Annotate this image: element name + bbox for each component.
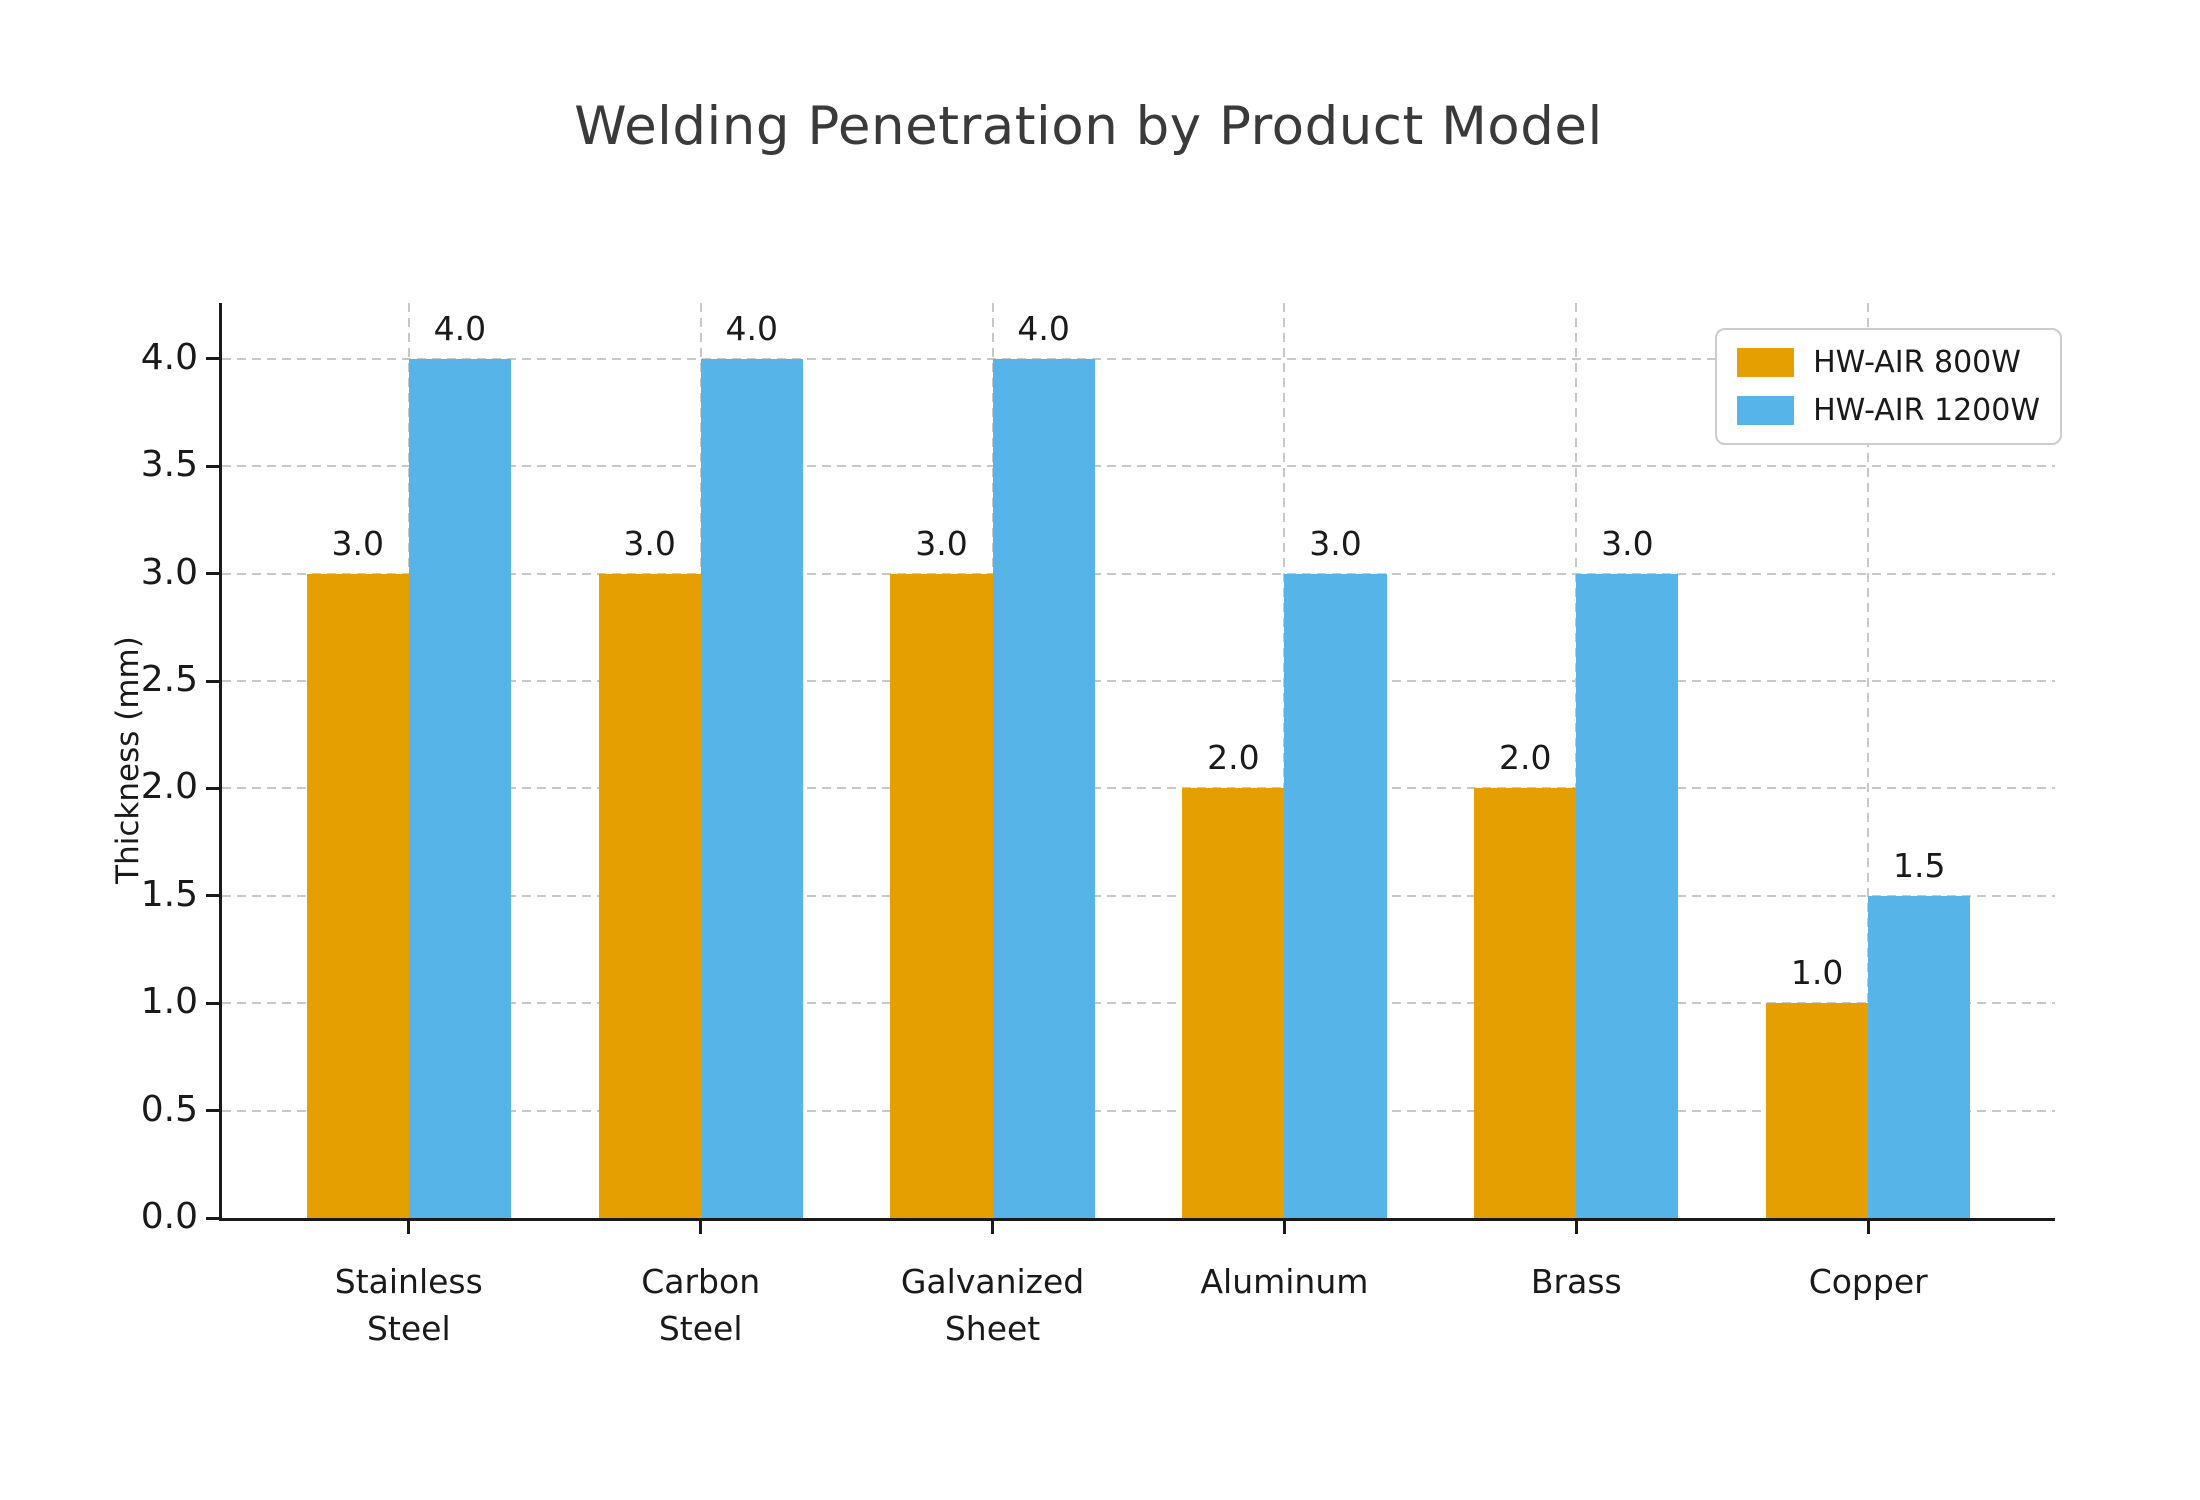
bar-hw-air-800w: [306, 573, 409, 1218]
legend-item-hw-air-1200w: HW-AIR 1200W: [1737, 393, 2040, 428]
x-tick-mark: [407, 1221, 411, 1234]
y-tick-label: 3.5: [140, 444, 198, 486]
x-tick-mark: [1574, 1221, 1578, 1234]
legend-label-1200w: HW-AIR 1200W: [1813, 393, 2040, 428]
y-tick-mark: [206, 1001, 219, 1005]
bar-hw-air-800w: [890, 573, 993, 1218]
x-tick-label-line: Galvanized: [900, 1262, 1085, 1301]
bar-value-label: 3.0: [623, 523, 676, 563]
bar-hw-air-1200w: [408, 358, 511, 1218]
y-tick-mark: [206, 679, 219, 683]
y-tick-mark: [206, 1216, 219, 1220]
bar-hw-air-800w: [1474, 788, 1577, 1218]
h-gridline: [222, 680, 2055, 683]
bar-hw-air-1200w: [1868, 895, 1971, 1218]
x-tick-label: Brass: [1430, 1258, 1722, 1305]
x-tick-label: Stainless Steel: [263, 1258, 555, 1352]
y-tick-label: 3.0: [140, 551, 198, 593]
y-tick-label: 1.5: [140, 873, 198, 915]
y-tick-mark: [206, 572, 219, 576]
y-tick-mark: [206, 1109, 219, 1113]
x-tick-label-line: Sheet: [944, 1309, 1041, 1348]
x-tick-label-line: Steel: [366, 1309, 451, 1348]
x-tick-mark: [1866, 1221, 1870, 1234]
bar-value-label: 4.0: [433, 308, 487, 348]
h-gridline: [222, 357, 2055, 360]
y-tick-mark: [206, 894, 219, 898]
bar-value-label: 1.0: [1790, 953, 1844, 993]
h-gridline: [222, 894, 2055, 897]
x-tick-mark: [991, 1221, 995, 1234]
x-tick-label-line: Aluminum: [1200, 1262, 1369, 1301]
y-tick-label: 2.5: [140, 659, 198, 701]
x-tick-label: Galvanized Sheet: [847, 1258, 1139, 1352]
y-tick-label: 1.0: [140, 981, 198, 1023]
h-gridline: [222, 465, 2055, 468]
legend-item-hw-air-800w: HW-AIR 800W: [1737, 345, 2040, 380]
x-tick-label: Copper: [1722, 1258, 2014, 1305]
bar-hw-air-1200w: [992, 358, 1095, 1218]
h-gridline: [222, 787, 2055, 790]
bar-hw-air-1200w: [1284, 573, 1387, 1218]
y-tick-mark: [206, 786, 219, 790]
legend: HW-AIR 800W HW-AIR 1200W: [1715, 328, 2062, 445]
y-tick-label: 0.0: [140, 1196, 198, 1237]
v-gridline: [1867, 303, 1870, 1218]
x-tick-label: Aluminum: [1139, 1258, 1431, 1305]
bar-value-label: 3.0: [1601, 523, 1654, 563]
bar-hw-air-1200w: [700, 358, 803, 1218]
x-tick-mark: [1282, 1221, 1286, 1234]
bar-value-label: 3.0: [915, 523, 968, 563]
h-gridline: [222, 1109, 2055, 1112]
bar-value-label: 1.5: [1893, 845, 1946, 885]
y-tick-label: 4.0: [140, 336, 198, 378]
x-tick-label-line: Stainless: [334, 1262, 483, 1301]
x-axis-spine: [219, 1218, 2055, 1221]
bar-hw-air-800w: [598, 573, 701, 1218]
legend-label-800w: HW-AIR 800W: [1813, 345, 2021, 380]
chart-title: Welding Penetration by Product Model: [574, 96, 1603, 157]
bar-hw-air-1200w: [1576, 573, 1679, 1218]
x-tick-mark: [699, 1221, 703, 1234]
bar-value-label: 3.0: [331, 523, 384, 563]
bar-value-label: 2.0: [1498, 738, 1552, 778]
legend-swatch-1200w-icon: [1737, 396, 1795, 425]
x-tick-label-line: Copper: [1808, 1262, 1928, 1301]
bar-hw-air-800w: [1182, 788, 1285, 1218]
x-tick-label-line: Brass: [1530, 1262, 1622, 1301]
bar-value-label: 2.0: [1207, 738, 1260, 778]
y-tick-label: 0.5: [140, 1088, 198, 1130]
y-axis-spine: [219, 303, 222, 1221]
bar-value-label: 4.0: [725, 308, 778, 348]
y-tick-label: 2.0: [140, 766, 198, 808]
bar-value-label: 4.0: [1017, 308, 1070, 348]
h-gridline: [222, 572, 2055, 575]
bar-value-label: 3.0: [1309, 523, 1362, 563]
x-tick-label: Carbon Steel: [555, 1258, 847, 1352]
y-tick-mark: [206, 464, 219, 468]
h-gridline: [222, 1002, 2055, 1005]
legend-swatch-800w-icon: [1737, 348, 1795, 377]
x-tick-label-line: Steel: [658, 1309, 743, 1348]
bar-hw-air-800w: [1766, 1003, 1869, 1218]
x-tick-label-line: Carbon: [641, 1262, 761, 1301]
y-tick-mark: [206, 357, 219, 361]
